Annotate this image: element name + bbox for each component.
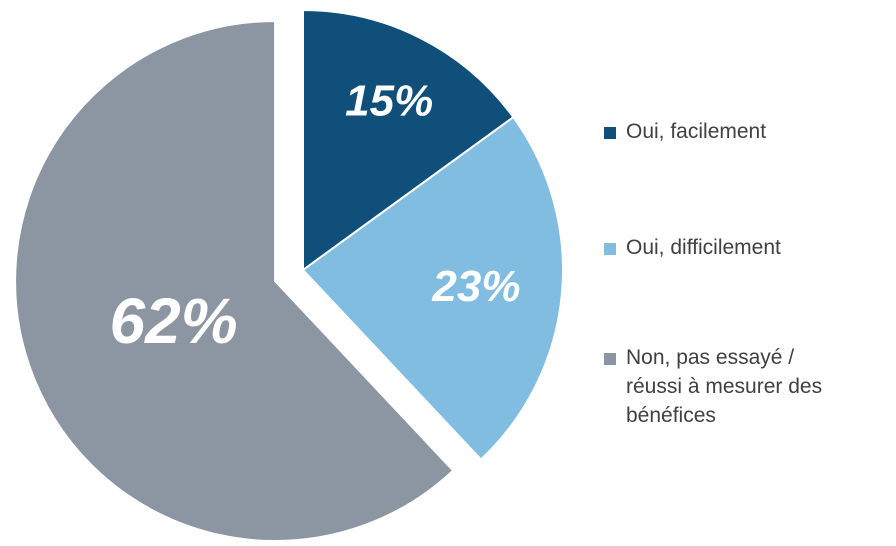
legend-swatch — [604, 243, 616, 255]
pie-slice — [301, 115, 564, 461]
data-label: 15% — [345, 76, 433, 125]
legend-swatch — [604, 353, 616, 365]
legend-label: Oui, difficilement — [626, 236, 781, 259]
legend-label: Oui, facilement — [626, 120, 767, 143]
legend-item: Oui, difficilement — [604, 233, 896, 262]
legend-item: Oui, facilement — [604, 117, 896, 146]
data-label: 23% — [431, 262, 520, 311]
legend-label: Non, pas essayé / réussi à mesurer des b… — [626, 346, 823, 427]
pie-slice — [302, 8, 515, 272]
pie-slice — [14, 20, 455, 543]
legend-item: Non, pas essayé / réussi à mesurer des b… — [604, 343, 896, 430]
legend-swatch — [604, 127, 616, 139]
data-label: 62% — [110, 285, 238, 357]
